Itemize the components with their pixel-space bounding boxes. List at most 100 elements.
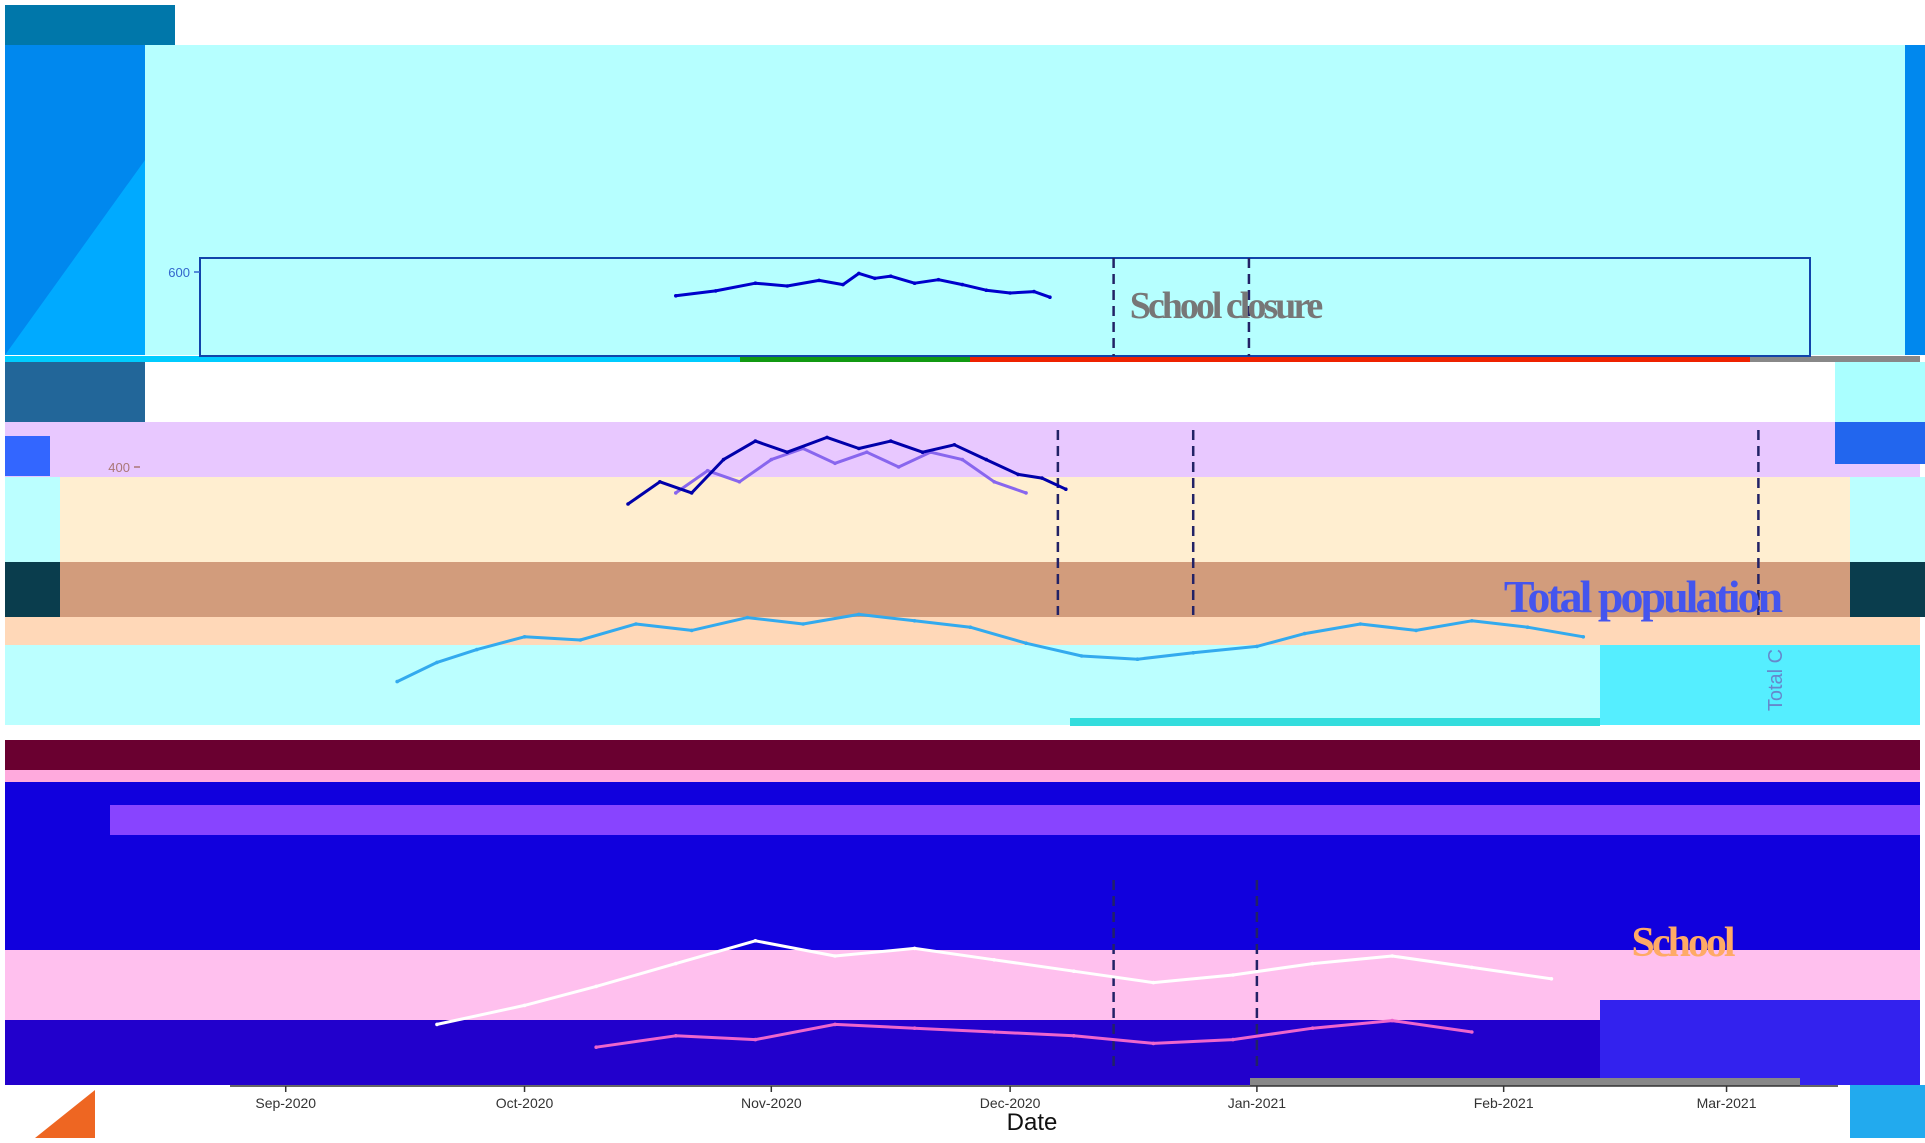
data-point bbox=[984, 288, 989, 293]
data-point bbox=[960, 282, 965, 287]
data-point bbox=[1040, 476, 1044, 480]
x-tick-label: Mar-2021 bbox=[1697, 1095, 1757, 1111]
data-point bbox=[1525, 625, 1530, 629]
data-point bbox=[888, 439, 893, 443]
x-tick-label: Sep-2020 bbox=[255, 1095, 316, 1111]
data-point bbox=[1135, 657, 1140, 661]
panel-label-3: Total population bbox=[1504, 571, 1783, 622]
data-point bbox=[857, 612, 861, 617]
data-point bbox=[1151, 980, 1156, 985]
data-point bbox=[1414, 628, 1418, 633]
data-point bbox=[753, 439, 758, 443]
data-point bbox=[1016, 472, 1020, 477]
x-tick-label: Oct-2020 bbox=[496, 1095, 554, 1111]
data-point bbox=[705, 468, 710, 473]
data-point bbox=[968, 625, 973, 629]
data-point bbox=[785, 450, 790, 455]
data-point bbox=[395, 679, 399, 684]
data-point bbox=[1032, 289, 1036, 294]
data-point bbox=[753, 1037, 758, 1042]
data-point bbox=[578, 638, 583, 642]
data-point bbox=[912, 1026, 917, 1030]
data-point bbox=[1581, 635, 1586, 639]
data-point bbox=[689, 628, 694, 633]
data-point bbox=[634, 622, 638, 626]
data-point bbox=[1470, 619, 1474, 623]
data-point bbox=[865, 450, 869, 455]
chart-panel-2: 400 bbox=[108, 430, 1760, 615]
data-point bbox=[833, 954, 837, 958]
chart-panel-4: School bbox=[435, 880, 1738, 1070]
data-point bbox=[817, 278, 821, 283]
y-tick-label: 600 bbox=[168, 265, 190, 280]
data-point bbox=[1072, 1034, 1076, 1038]
data-point bbox=[1151, 1041, 1156, 1046]
data-point bbox=[841, 282, 845, 287]
data-point bbox=[658, 480, 662, 484]
x-axis: Sep-2020 Oct-2020 Nov-2020 Dec-2020 Jan-2021… bbox=[230, 1085, 1838, 1111]
data-point bbox=[1310, 1026, 1315, 1030]
data-point bbox=[769, 457, 774, 462]
data-point bbox=[673, 491, 678, 495]
data-point bbox=[825, 435, 829, 440]
chart-panel-1: 600 School closure bbox=[168, 257, 1811, 357]
data-point bbox=[522, 1003, 527, 1008]
data-point bbox=[1072, 969, 1076, 973]
data-point bbox=[992, 1030, 996, 1034]
data-point bbox=[992, 480, 996, 484]
data-point bbox=[522, 635, 527, 639]
y-axis-fragment: Total C bbox=[1765, 649, 1787, 711]
data-point bbox=[721, 457, 726, 462]
series-line-1-1 bbox=[675, 271, 1051, 299]
data-point bbox=[1024, 641, 1028, 645]
data-point bbox=[952, 443, 957, 447]
data-point bbox=[1358, 622, 1363, 626]
data-point bbox=[833, 1022, 837, 1027]
data-point bbox=[912, 281, 917, 286]
data-point bbox=[713, 289, 718, 293]
data-point bbox=[753, 939, 758, 943]
data-point bbox=[833, 461, 837, 466]
data-point bbox=[1191, 651, 1196, 655]
data-point bbox=[435, 660, 439, 665]
data-point bbox=[435, 1022, 439, 1027]
panel-label-1: School closure bbox=[1130, 285, 1323, 327]
data-point bbox=[1549, 977, 1554, 981]
x-tick-label: Dec-2020 bbox=[980, 1095, 1041, 1111]
data-point bbox=[1470, 965, 1474, 970]
data-point bbox=[785, 284, 790, 288]
chart-panel-3: Total population bbox=[395, 571, 1786, 684]
data-point bbox=[896, 465, 901, 469]
data-point bbox=[737, 480, 742, 484]
chart-panels: 600 School closure 400 Total population Scho… bbox=[108, 257, 1811, 1070]
data-point bbox=[857, 271, 861, 276]
data-point bbox=[992, 958, 996, 962]
data-point bbox=[594, 984, 598, 989]
data-point bbox=[1470, 1030, 1474, 1034]
y-tick-label: 400 bbox=[108, 460, 130, 475]
data-point bbox=[689, 491, 694, 495]
data-point bbox=[1008, 291, 1012, 295]
data-point bbox=[594, 1045, 598, 1049]
panel-frame bbox=[199, 257, 1811, 357]
data-point bbox=[1310, 961, 1315, 966]
data-point bbox=[912, 619, 917, 623]
x-tick-label: Feb-2021 bbox=[1474, 1095, 1534, 1111]
data-point bbox=[1048, 295, 1052, 300]
data-point bbox=[960, 457, 965, 462]
data-point bbox=[1390, 1018, 1395, 1023]
data-point bbox=[753, 281, 758, 286]
data-point bbox=[1079, 654, 1084, 658]
data-point bbox=[936, 277, 941, 282]
x-tick-label: Jan-2021 bbox=[1228, 1095, 1287, 1111]
data-point bbox=[1255, 644, 1259, 649]
data-point bbox=[1024, 491, 1028, 495]
data-point bbox=[801, 622, 805, 626]
data-point bbox=[1231, 1037, 1235, 1042]
data-point bbox=[888, 274, 893, 279]
data-point bbox=[745, 615, 750, 620]
data-point bbox=[920, 450, 925, 455]
data-point bbox=[673, 1034, 678, 1038]
